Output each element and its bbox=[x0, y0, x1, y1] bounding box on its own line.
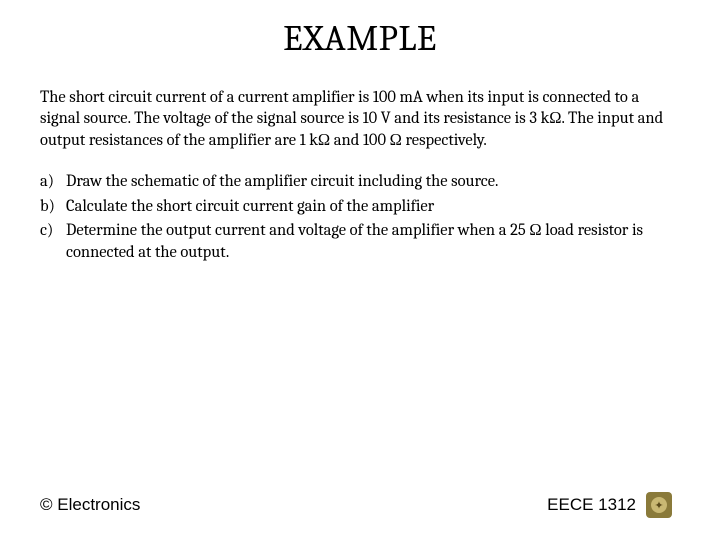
slide-container: EXAMPLE The short circuit current of a c… bbox=[0, 0, 720, 540]
list-text: Calculate the short circuit current gain… bbox=[66, 197, 434, 216]
slide-title: EXAMPLE bbox=[40, 18, 680, 59]
problem-statement: The short circuit current of a current a… bbox=[40, 87, 680, 151]
list-item: b) Calculate the short circuit current g… bbox=[40, 196, 680, 218]
list-item: a) Draw the schematic of the amplifier c… bbox=[40, 171, 680, 193]
course-code: EECE 1312 bbox=[547, 495, 636, 515]
slide-footer: © Electronics EECE 1312 bbox=[40, 492, 680, 518]
list-text: Determine the output current and voltage… bbox=[66, 221, 643, 262]
university-logo-icon bbox=[646, 492, 672, 518]
list-item: c) Determine the output current and volt… bbox=[40, 220, 680, 265]
footer-right-group: EECE 1312 bbox=[547, 492, 680, 518]
list-text: Draw the schematic of the amplifier circ… bbox=[66, 172, 498, 191]
list-marker: b) bbox=[40, 196, 55, 218]
copyright-text: © Electronics bbox=[40, 495, 140, 515]
question-list: a) Draw the schematic of the amplifier c… bbox=[40, 171, 680, 264]
list-marker: c) bbox=[40, 220, 53, 242]
list-marker: a) bbox=[40, 171, 54, 193]
